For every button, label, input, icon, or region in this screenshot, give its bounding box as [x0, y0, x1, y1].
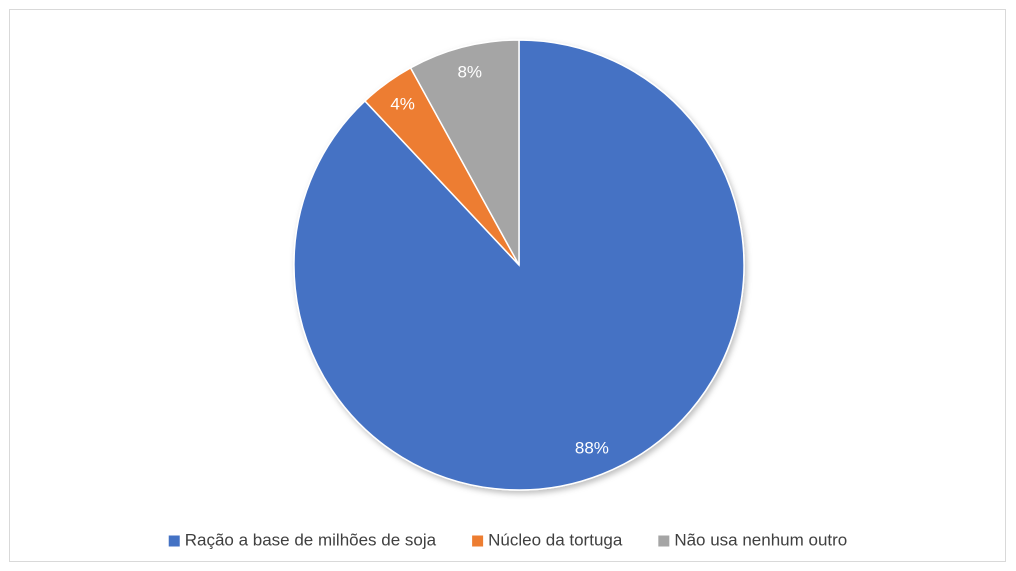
legend-swatch	[472, 535, 484, 547]
pie	[293, 39, 745, 491]
data-label: 4%	[390, 94, 415, 113]
legend-swatch	[168, 535, 180, 547]
pie-slice	[409, 39, 520, 266]
legend-label: Núcleo da tortuga	[488, 530, 623, 549]
data-label: 88%	[575, 439, 609, 458]
legend-label: Ração a base de milhões de soja	[185, 530, 437, 549]
legend-label: Não usa nenhum outro	[674, 530, 847, 549]
data-label: 8%	[457, 63, 482, 82]
legend-swatch	[658, 535, 670, 547]
